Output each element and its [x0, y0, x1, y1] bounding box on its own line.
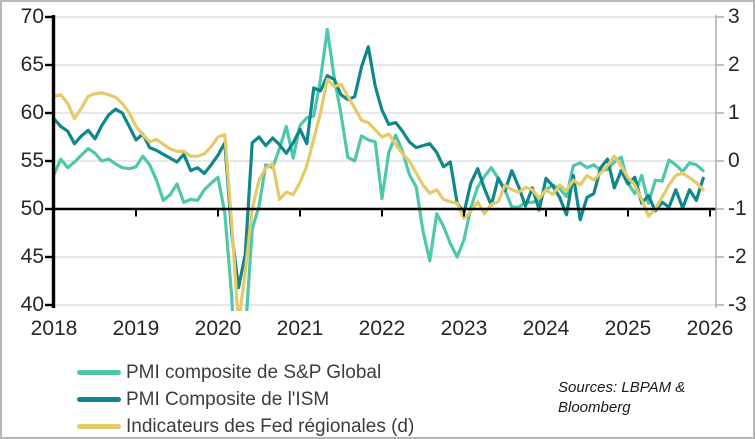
x-axis-tick-label: 2023: [440, 317, 488, 340]
x-axis-tick-label: 2018: [30, 317, 78, 340]
legend-label: Indicateurs des Fed régionales (d): [126, 415, 415, 437]
y-axis-right-tick-label: 1: [728, 101, 740, 124]
source-note: Sources: LBPAM & Bloomberg: [558, 379, 686, 416]
legend-label: PMI composite de S&P Global: [126, 361, 382, 383]
y-axis-right-tick-label: 0: [728, 149, 740, 172]
y-axis-left-tick-label: 60: [20, 101, 44, 124]
series-line-0: [52, 27, 705, 311]
y-axis-right-tick-label: -3: [728, 293, 747, 316]
x-axis-tick-label: 2026: [686, 317, 734, 340]
y-axis-right-tick-label: 3: [728, 5, 740, 28]
x-axis-tick-label: 2019: [112, 317, 160, 340]
x-axis-tick-label: 2024: [522, 317, 570, 340]
y-axis-left-tick-label: 55: [20, 149, 44, 172]
x-axis-tick-label: 2020: [194, 317, 242, 340]
y-axis-left-tick-label: 65: [20, 53, 44, 76]
x-axis-tick-label: 2025: [604, 317, 652, 340]
legend-label: PMI Composite de l'ISM: [126, 388, 330, 410]
x-axis-tick-label: 2022: [358, 317, 406, 340]
legend-line-swatch-ism: [77, 397, 121, 402]
y-axis-left-tick-label: 40: [20, 293, 44, 316]
legend-item: PMI Composite de l'ISM: [77, 386, 414, 413]
y-axis-left-tick-label: 45: [20, 245, 44, 268]
y-axis-right-tick-label: 2: [728, 53, 740, 76]
legend: PMI composite de S&P Global PMI Composit…: [77, 359, 415, 437]
legend-line-swatch-fed: [77, 424, 121, 429]
legend-item: PMI composite de S&P Global: [77, 359, 414, 386]
y-axis-left-tick-label: 70: [20, 5, 44, 28]
y-axis-left-tick-label: 50: [20, 197, 44, 220]
y-axis-right-tick-label: -2: [728, 245, 747, 268]
series-line-2: [52, 77, 705, 311]
series-line-1: [52, 45, 705, 290]
legend-line-swatch-sp-global: [77, 370, 121, 375]
legend-item: Indicateurs des Fed régionales (d): [77, 413, 415, 437]
y-axis-right-tick-label: -1: [728, 197, 747, 220]
x-axis-tick-label: 2021: [276, 317, 324, 340]
